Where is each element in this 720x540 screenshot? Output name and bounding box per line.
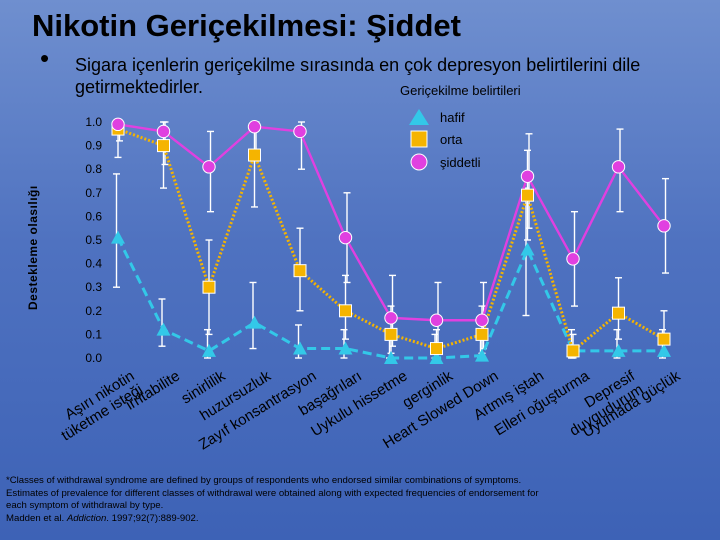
point-hafif — [384, 351, 398, 364]
slide-subtitle: Sigara içenlerin geriçekilme sırasında e… — [75, 55, 641, 97]
footnote-line: each symptom of withdrawal by type. — [6, 500, 164, 511]
y-tick-label: 0.3 — [85, 280, 102, 294]
point-siddetli — [293, 124, 307, 139]
footnote-line: *Classes of withdrawal syndrome are defi… — [6, 475, 522, 486]
point-orta — [339, 304, 352, 318]
y-tick-label: 1.0 — [85, 115, 102, 129]
point-orta — [475, 327, 489, 341]
y-tick-label: 0.6 — [85, 209, 102, 223]
legend-title: Geriçekilme belirtileri — [400, 83, 521, 98]
legend-item-orta: orta — [408, 128, 462, 150]
point-siddetli — [156, 124, 171, 139]
point-siddetli — [566, 252, 580, 266]
y-tick-label: 0.9 — [85, 139, 102, 153]
y-tick-label: 0.4 — [85, 257, 102, 271]
point-siddetli — [429, 313, 444, 327]
point-hafif — [657, 343, 671, 357]
triangle-marker-icon — [408, 108, 430, 126]
circle-marker-icon — [408, 153, 430, 171]
point-siddetli — [247, 120, 262, 134]
legend-label-siddetli: şiddetli — [440, 154, 481, 170]
point-hafif — [338, 341, 353, 355]
point-orta — [293, 264, 307, 278]
point-hafif — [247, 315, 262, 329]
footnote: *Classes of withdrawal syndrome are defi… — [6, 475, 706, 525]
point-orta — [657, 332, 671, 346]
point-orta — [430, 342, 443, 356]
point-siddetli — [202, 160, 216, 174]
point-siddetli — [611, 160, 626, 174]
y-tick-label: 0.2 — [85, 304, 102, 318]
point-hafif — [293, 341, 307, 355]
citation-journal: Addiction — [66, 512, 107, 524]
point-orta — [202, 280, 216, 294]
point-siddetli — [520, 169, 535, 183]
y-tick-label: 0.8 — [85, 162, 102, 176]
bullet-icon: • — [40, 43, 50, 73]
legend-label-orta: orta — [440, 131, 463, 147]
point-siddetli — [338, 230, 353, 245]
citation: Madden et al. Addiction. 1997;92(7):889-… — [6, 513, 706, 526]
point-orta — [612, 306, 625, 320]
series-line-şiddetli — [117, 123, 665, 322]
point-orta — [157, 139, 170, 153]
square-marker-icon — [408, 130, 430, 148]
point-orta — [521, 188, 534, 202]
y-tick-label: 0.1 — [85, 327, 102, 341]
slide-title: Nikotin Geriçekilmesi: Şiddet — [32, 8, 461, 43]
legend-label-hafif: hafif — [440, 109, 465, 125]
citation-suffix: . 1997;92(7):889-902. — [106, 512, 199, 524]
point-hafif — [611, 343, 626, 357]
point-orta — [566, 344, 580, 358]
point-hafif — [156, 322, 171, 336]
point-orta — [384, 327, 398, 341]
point-hafif — [111, 230, 125, 244]
point-hafif — [520, 242, 535, 256]
footnote-line: Estimates of prevalence for different cl… — [6, 487, 539, 499]
point-siddetli — [384, 311, 398, 325]
point-hafif — [202, 343, 216, 357]
point-orta — [248, 148, 261, 162]
point-siddetli — [657, 219, 671, 233]
legend-item-siddetli: şiddetli — [408, 151, 480, 173]
y-tick-label: 0.0 — [85, 351, 102, 365]
point-siddetli — [475, 313, 489, 327]
y-tick-label: 0.5 — [85, 233, 102, 247]
point-hafif — [475, 348, 489, 362]
point-hafif — [429, 351, 444, 364]
y-tick-label: 0.7 — [85, 186, 102, 200]
legend-item-hafif: hafif — [408, 106, 465, 128]
citation-prefix: Madden et al. — [6, 512, 67, 524]
point-siddetli — [111, 117, 125, 132]
